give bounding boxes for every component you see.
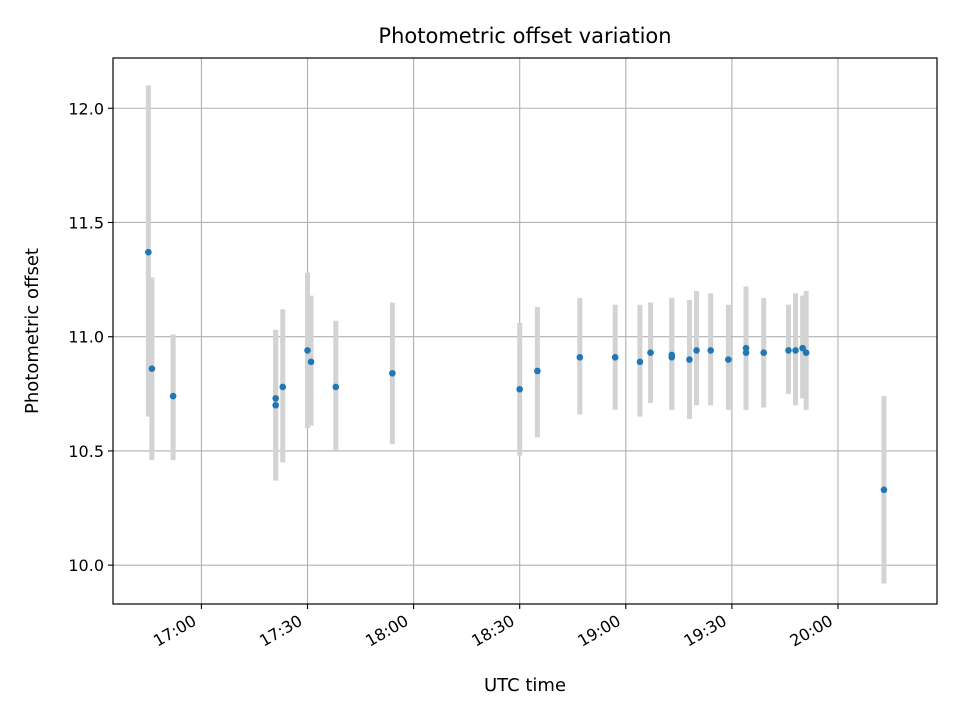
x-tick-label: 19:00 <box>574 611 623 651</box>
data-point <box>332 383 340 391</box>
data-point <box>785 347 792 354</box>
data-point <box>279 383 287 391</box>
data-point <box>799 344 806 352</box>
data-point <box>145 248 152 256</box>
data-point <box>742 344 750 352</box>
data-point <box>307 358 315 366</box>
y-axis-label: Photometric offset <box>22 248 43 414</box>
y-tick-label: 12.0 <box>68 99 104 118</box>
data-point <box>534 367 541 375</box>
data-point <box>647 349 654 357</box>
data-point <box>707 347 714 354</box>
data-point <box>792 347 799 354</box>
chart-title: Photometric offset variation <box>378 24 671 48</box>
data-point <box>760 349 768 357</box>
x-tick-label: 18:00 <box>362 611 411 651</box>
data-point <box>636 358 644 366</box>
x-tick-label: 17:00 <box>150 611 199 651</box>
grid-lines <box>113 58 937 604</box>
data-point <box>802 349 810 357</box>
y-tick-label: 10.5 <box>68 442 104 461</box>
y-tick-label: 11.5 <box>68 213 104 232</box>
x-tick-label: 19:30 <box>680 611 729 651</box>
data-point <box>742 349 750 357</box>
axis-ticks: 17:00 17:30 18:00 18:30 19:00 19:30 20:00 10.0 1… <box>68 99 839 651</box>
data-point <box>516 385 523 393</box>
y-tick-label: 10.0 <box>68 556 104 575</box>
data-point <box>880 486 888 494</box>
plot-frame <box>112 57 938 605</box>
data-point <box>693 347 700 354</box>
data-point <box>304 347 311 354</box>
data-point <box>148 365 156 372</box>
x-tick-label: 17:30 <box>256 611 305 651</box>
x-tick-label: 20:00 <box>787 611 836 651</box>
data-point <box>668 353 676 361</box>
data-point <box>389 369 396 377</box>
y-tick-label: 11.0 <box>68 328 104 347</box>
x-tick-label: 18:30 <box>468 611 517 651</box>
data-point <box>725 356 732 363</box>
error-bars <box>145 85 887 584</box>
data-point <box>272 401 279 409</box>
x-axis-label: UTC time <box>484 675 566 696</box>
data-points <box>145 248 888 494</box>
data-point <box>169 392 177 400</box>
data-point <box>611 353 619 361</box>
data-point <box>272 395 279 402</box>
data-point <box>686 356 693 363</box>
data-point <box>576 353 584 361</box>
